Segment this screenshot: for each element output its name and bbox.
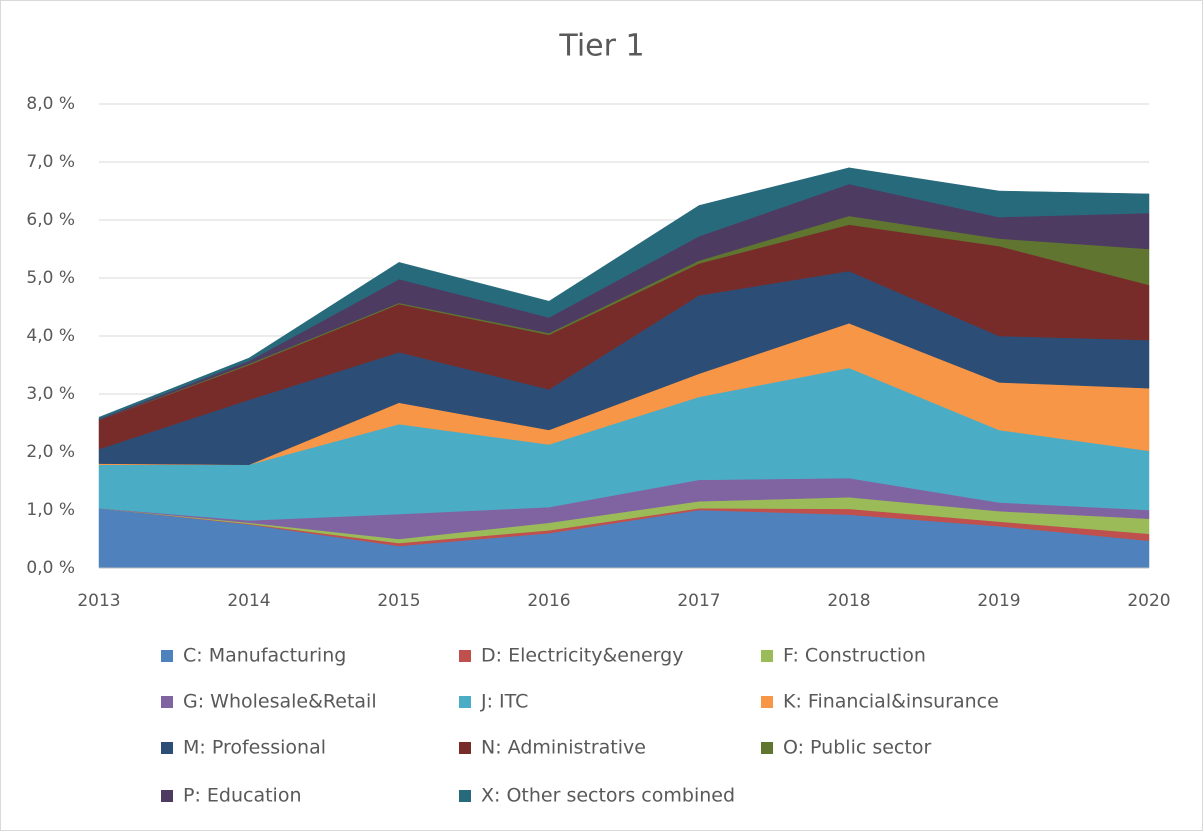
- legend-label: P: Education: [183, 785, 302, 807]
- x-tick-label: 2014: [227, 591, 270, 611]
- legend-label: K: Financial&insurance: [783, 691, 999, 713]
- legend-label: X: Other sectors combined: [481, 785, 735, 807]
- legend-swatch: [459, 696, 471, 708]
- legend-label: C: Manufacturing: [183, 645, 346, 667]
- legend-label: D: Electricity&energy: [481, 645, 683, 667]
- legend-swatch: [459, 742, 471, 754]
- legend-label: O: Public sector: [783, 737, 931, 759]
- legend-swatch: [761, 742, 773, 754]
- y-tick-label: 7,0 %: [26, 152, 75, 172]
- legend-swatch: [161, 696, 173, 708]
- y-tick-label: 4,0 %: [26, 326, 75, 346]
- x-tick-label: 2013: [77, 591, 120, 611]
- y-tick-label: 5,0 %: [26, 268, 75, 288]
- legend-swatch: [761, 650, 773, 662]
- legend-label: N: Administrative: [481, 737, 646, 759]
- legend-swatch: [459, 650, 471, 662]
- x-tick-label: 2015: [377, 591, 420, 611]
- x-tick-label: 2019: [977, 591, 1020, 611]
- chart-title: Tier 1: [558, 29, 644, 64]
- legend-swatch: [761, 696, 773, 708]
- y-tick-label: 6,0 %: [26, 210, 75, 230]
- legend-swatch: [161, 742, 173, 754]
- legend-label: G: Wholesale&Retail: [183, 691, 377, 713]
- y-tick-label: 8,0 %: [26, 94, 75, 114]
- y-tick-label: 0,0 %: [26, 558, 75, 578]
- legend-swatch: [161, 650, 173, 662]
- area: [98, 167, 1150, 420]
- legend-swatch: [161, 790, 173, 802]
- y-tick-label: 3,0 %: [26, 384, 75, 404]
- legend-label: F: Construction: [783, 645, 926, 667]
- x-tick-label: 2017: [677, 591, 720, 611]
- legend-label: M: Professional: [183, 737, 326, 759]
- x-tick-label: 2018: [827, 591, 870, 611]
- x-tick-label: 2016: [527, 591, 570, 611]
- legend-swatch: [459, 790, 471, 802]
- y-tick-label: 1,0 %: [26, 500, 75, 520]
- y-tick-label: 2,0 %: [26, 442, 75, 462]
- x-tick-label: 2020: [1127, 591, 1170, 611]
- legend-label: J: ITC: [480, 691, 528, 713]
